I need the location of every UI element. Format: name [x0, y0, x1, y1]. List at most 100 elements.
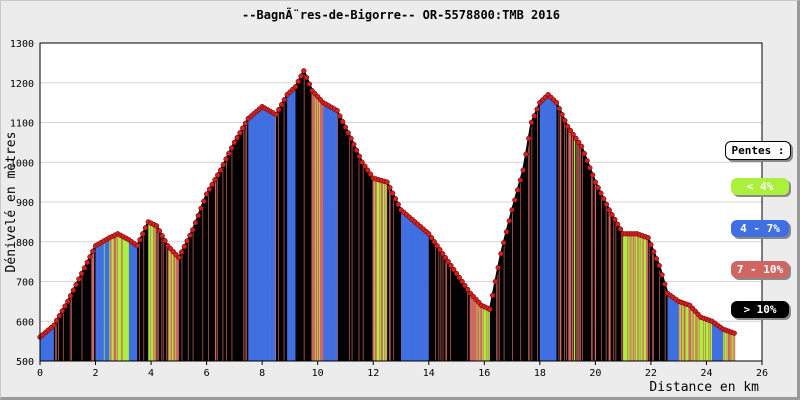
slope-stripe	[295, 85, 297, 362]
slope-stripe	[332, 108, 334, 361]
slope-stripe	[124, 237, 126, 361]
slope-stripe	[516, 190, 518, 361]
slope-stripe	[288, 92, 290, 361]
slope-stripe	[121, 235, 123, 361]
slope-stripe	[384, 181, 386, 361]
slope-stripe	[380, 180, 382, 361]
slope-stripe	[409, 217, 411, 361]
slope-stripe	[569, 129, 571, 361]
slope-stripe	[392, 193, 394, 361]
slope-stripe	[307, 80, 309, 361]
slope-stripe	[644, 236, 646, 361]
slope-stripe	[208, 190, 210, 361]
slope-stripe	[139, 238, 141, 361]
slope-stripe	[664, 284, 666, 361]
slope-stripe	[344, 125, 346, 361]
slope-stripe	[441, 252, 443, 361]
profile-point	[489, 292, 496, 299]
profile-point	[62, 303, 68, 309]
profile-point	[90, 248, 96, 254]
slope-stripe	[525, 150, 527, 361]
slope-stripe	[537, 107, 539, 361]
slope-stripe	[119, 234, 121, 361]
slope-stripe	[716, 324, 718, 361]
slope-stripe	[516, 192, 518, 361]
slope-stripe	[310, 85, 312, 361]
slope-stripe	[107, 238, 109, 361]
slope-stripe	[171, 249, 173, 361]
slope-stripe	[106, 238, 108, 361]
slope-stripe	[712, 321, 714, 361]
y-axis-label: Dénivelé en mètres	[4, 132, 19, 273]
slope-stripe	[378, 179, 380, 361]
profile-point	[573, 135, 579, 142]
slope-stripe	[296, 82, 298, 361]
slope-stripe	[227, 154, 229, 361]
slope-stripe	[450, 264, 452, 361]
slope-stripe	[225, 159, 227, 361]
slope-stripe	[707, 319, 709, 361]
slope-stripe	[343, 123, 345, 361]
slope-stripe	[463, 283, 465, 361]
slope-stripe	[375, 178, 377, 361]
slope-stripe	[570, 130, 572, 361]
x-tick-label: 16	[478, 368, 490, 379]
profile-point	[531, 113, 537, 119]
slope-stripe	[110, 236, 112, 361]
slope-stripe	[353, 142, 355, 361]
slope-stripe	[702, 318, 704, 361]
profile-point	[184, 238, 190, 244]
slope-stripe	[247, 118, 249, 362]
slope-stripe	[480, 304, 482, 361]
profile-point	[220, 161, 226, 168]
slope-stripe	[337, 110, 339, 361]
slope-stripe	[454, 270, 456, 361]
slope-stripe	[484, 306, 486, 361]
slope-stripe	[81, 272, 83, 361]
slope-stripe	[236, 137, 238, 361]
slope-stripe	[195, 220, 197, 361]
slope-stripe	[731, 332, 733, 361]
slope-stripe	[584, 155, 586, 361]
profile-point	[506, 218, 512, 224]
slope-stripe	[80, 273, 82, 361]
slope-stripe	[715, 323, 717, 361]
slope-stripe	[391, 190, 393, 361]
slope-stripe	[734, 333, 736, 361]
slope-stripe	[675, 298, 677, 361]
slope-stripe	[335, 109, 337, 361]
slope-stripe	[593, 176, 595, 361]
slope-stripe	[91, 252, 93, 361]
slope-stripe	[455, 271, 457, 361]
slope-stripe	[279, 107, 281, 361]
slope-stripe	[371, 175, 373, 361]
slope-stripe	[501, 248, 503, 361]
profile-point	[453, 270, 460, 277]
slope-stripe	[240, 130, 242, 361]
y-tick-label: 1000	[10, 158, 34, 169]
slope-stripe	[308, 82, 310, 361]
slope-stripe	[709, 320, 711, 361]
slope-stripe	[705, 318, 707, 361]
slope-stripe	[373, 178, 375, 361]
slope-stripe	[243, 125, 245, 362]
profile-point	[448, 262, 454, 269]
slope-stripe	[223, 163, 225, 361]
slope-stripe	[602, 196, 604, 361]
slope-stripe	[122, 236, 124, 361]
slope-stripe	[357, 153, 359, 361]
slope-stripe	[297, 81, 299, 362]
slope-stripe	[625, 233, 627, 361]
slope-stripe	[718, 326, 720, 361]
slope-stripe	[42, 334, 44, 361]
slope-stripe	[399, 207, 401, 361]
slope-stripe	[619, 227, 621, 361]
profile-point	[226, 150, 232, 157]
slope-stripe	[701, 317, 703, 361]
slope-stripe	[578, 142, 580, 361]
slope-stripe	[729, 331, 731, 361]
slope-stripe	[672, 296, 674, 361]
slope-stripe	[178, 256, 180, 361]
slope-stripe	[460, 278, 462, 361]
